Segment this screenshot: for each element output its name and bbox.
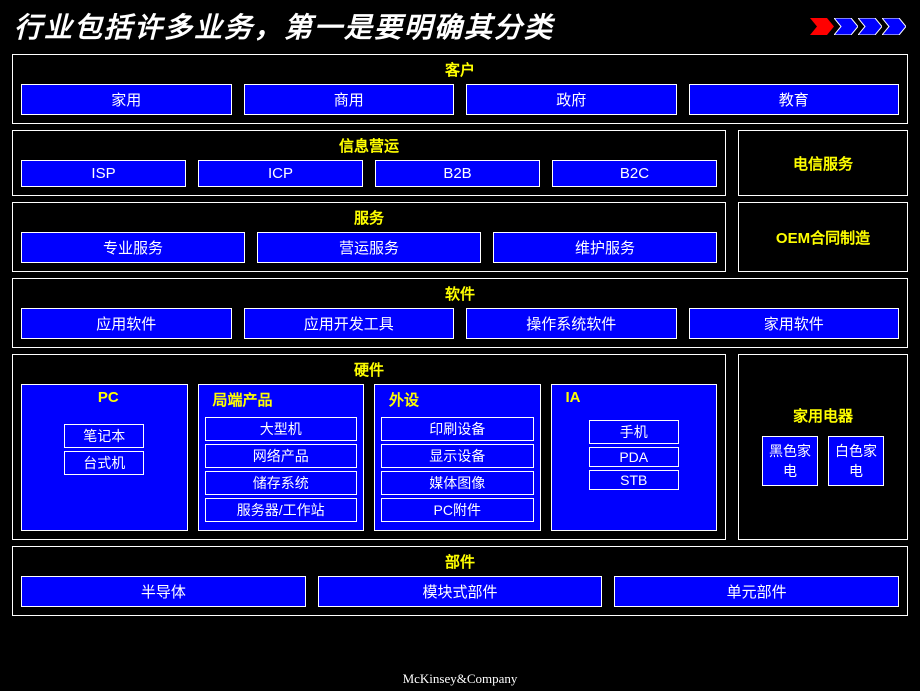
hw-title-pc: PC [28, 389, 181, 406]
group-title-components: 部件 [21, 551, 899, 572]
group-title-appliances: 家用电器 [747, 405, 899, 426]
item-icp: ICP [198, 160, 363, 187]
hw-title-peripherals: 外设 [381, 389, 534, 410]
progress-step-1 [810, 18, 834, 35]
page-title: 行业包括许多业务，第一是要明确其分类 [14, 6, 554, 46]
group-hardware: 硬件 PC 笔记本 台式机 局端产品 大型机 网络产品 储存系统 服务器/工作站… [12, 354, 726, 540]
hw-item-network: 网络产品 [205, 444, 358, 468]
item-home-software: 家用软件 [689, 308, 900, 339]
hw-item-stb: STB [589, 470, 679, 490]
item-unit: 单元部件 [614, 576, 899, 607]
item-modular: 模块式部件 [318, 576, 603, 607]
item-home: 家用 [21, 84, 232, 115]
box-telecom: 电信服务 [738, 130, 908, 196]
hw-item-mainframe: 大型机 [205, 417, 358, 441]
progress-step-4 [882, 18, 906, 35]
box-oem: OEM合同制造 [738, 202, 908, 272]
group-title-customers: 客户 [21, 59, 899, 80]
group-title-hardware: 硬件 [21, 359, 717, 380]
hw-title-backend: 局端产品 [205, 389, 358, 410]
hw-col-ia: IA 手机 PDA STB [551, 384, 718, 531]
hw-title-ia: IA [558, 389, 711, 406]
item-semiconductor: 半导体 [21, 576, 306, 607]
item-dev-tools: 应用开发工具 [244, 308, 455, 339]
group-services: 服务 专业服务 营运服务 维护服务 [12, 202, 726, 272]
item-op-services: 营运服务 [257, 232, 481, 263]
group-info-ops: 信息营运 ISP ICP B2B B2C [12, 130, 726, 196]
item-b2c: B2C [552, 160, 717, 187]
hw-item-desktop: 台式机 [64, 451, 144, 475]
progress-step-2 [834, 18, 858, 35]
hw-item-laptop: 笔记本 [64, 424, 144, 448]
hw-item-pda: PDA [589, 447, 679, 467]
item-isp: ISP [21, 160, 186, 187]
group-title-services: 服务 [21, 207, 717, 228]
group-appliances: 家用电器 黑色家电 白色家电 [738, 354, 908, 540]
item-black-appliance: 黑色家电 [762, 436, 818, 486]
item-education: 教育 [689, 84, 900, 115]
progress-step-3 [858, 18, 882, 35]
hw-item-media: 媒体图像 [381, 471, 534, 495]
hw-item-pc-acc: PC附件 [381, 498, 534, 522]
hw-col-peripherals: 外设 印刷设备 显示设备 媒体图像 PC附件 [374, 384, 541, 531]
footer-brand: McKinsey&Company [0, 671, 920, 687]
group-title-software: 软件 [21, 283, 899, 304]
item-maint-services: 维护服务 [493, 232, 717, 263]
hw-item-display: 显示设备 [381, 444, 534, 468]
group-components: 部件 半导体 模块式部件 单元部件 [12, 546, 908, 616]
item-white-appliance: 白色家电 [828, 436, 884, 486]
hw-item-storage: 储存系统 [205, 471, 358, 495]
progress-indicator [810, 18, 906, 35]
group-title-info-ops: 信息营运 [21, 135, 717, 156]
group-software: 软件 应用软件 应用开发工具 操作系统软件 家用软件 [12, 278, 908, 348]
item-os-software: 操作系统软件 [466, 308, 677, 339]
hw-item-printing: 印刷设备 [381, 417, 534, 441]
item-pro-services: 专业服务 [21, 232, 245, 263]
hw-col-backend: 局端产品 大型机 网络产品 储存系统 服务器/工作站 [198, 384, 365, 531]
hw-item-server: 服务器/工作站 [205, 498, 358, 522]
item-business: 商用 [244, 84, 455, 115]
item-b2b: B2B [375, 160, 540, 187]
hw-item-phone: 手机 [589, 420, 679, 444]
hw-col-pc: PC 笔记本 台式机 [21, 384, 188, 531]
group-customers: 客户 家用 商用 政府 教育 [12, 54, 908, 124]
item-app-software: 应用软件 [21, 308, 232, 339]
item-government: 政府 [466, 84, 677, 115]
